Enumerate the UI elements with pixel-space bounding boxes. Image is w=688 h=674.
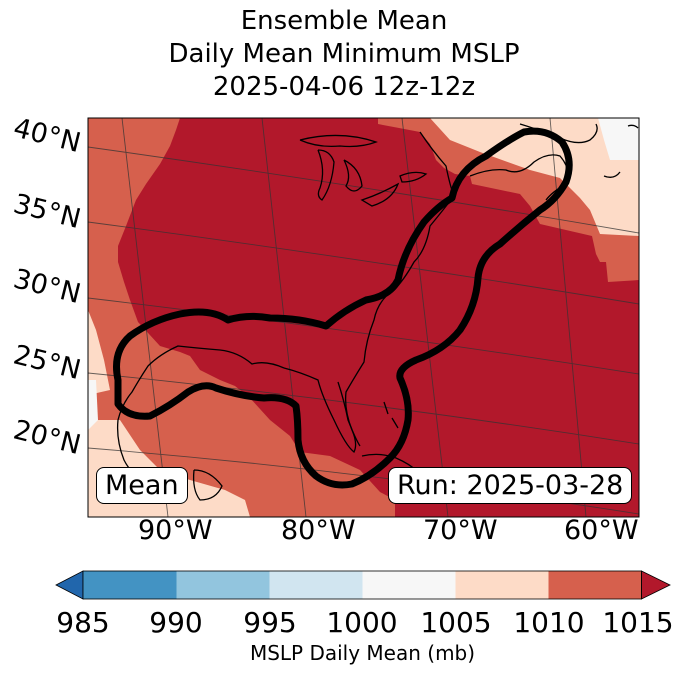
colorbar-bin-985-990 (83, 571, 177, 599)
colorbar-tick-1000: 1000 (326, 606, 398, 639)
colorbar-bin-1000-1005 (362, 571, 456, 599)
colorbar (55, 570, 671, 600)
run-date-label: Run: 2025-03-28 (388, 467, 633, 504)
region-1005-1010-northeast (430, 118, 639, 236)
colorbar-tick-985: 985 (56, 606, 110, 639)
mean-mslp-contour (113, 127, 573, 489)
title-line-1: Ensemble Mean (240, 6, 448, 36)
lon-label-80w: 80°W (281, 515, 356, 546)
map-frame (87, 117, 640, 518)
region-1000-1005-northeast (598, 118, 639, 160)
title-line-2: Daily Mean Minimum MSLP (168, 39, 520, 69)
colorbar-tick-990: 990 (149, 606, 203, 639)
region-1000-1005-west (88, 380, 98, 430)
lon-label-60w: 60°W (564, 515, 639, 546)
colorbar-bin-990-995 (176, 571, 270, 599)
colorbar-frame (82, 570, 642, 600)
colorbar-over-arrow (641, 570, 671, 600)
colorbar-tick-1015: 1015 (602, 606, 674, 639)
map-fill (88, 118, 639, 517)
colorbar-bin-995-1000 (269, 571, 363, 599)
colorbar-bin-1010-1015 (548, 571, 642, 599)
mean-label: Mean (96, 467, 188, 504)
title-line-3: 2025-04-06 12z-12z (212, 72, 476, 102)
colorbar-tick-995: 995 (243, 606, 297, 639)
region-gt-1015 (118, 118, 639, 517)
colorbar-under-arrow (55, 570, 84, 600)
lon-label-90w: 90°W (138, 515, 213, 546)
lon-label-70w: 70°W (423, 515, 498, 546)
colorbar-tick-1010: 1010 (513, 606, 585, 639)
colorbar-tick-1005: 1005 (420, 606, 492, 639)
colorbar-bin-1005-1010 (455, 571, 549, 599)
colorbar-label: MSLP Daily Mean (mb) (249, 641, 476, 665)
